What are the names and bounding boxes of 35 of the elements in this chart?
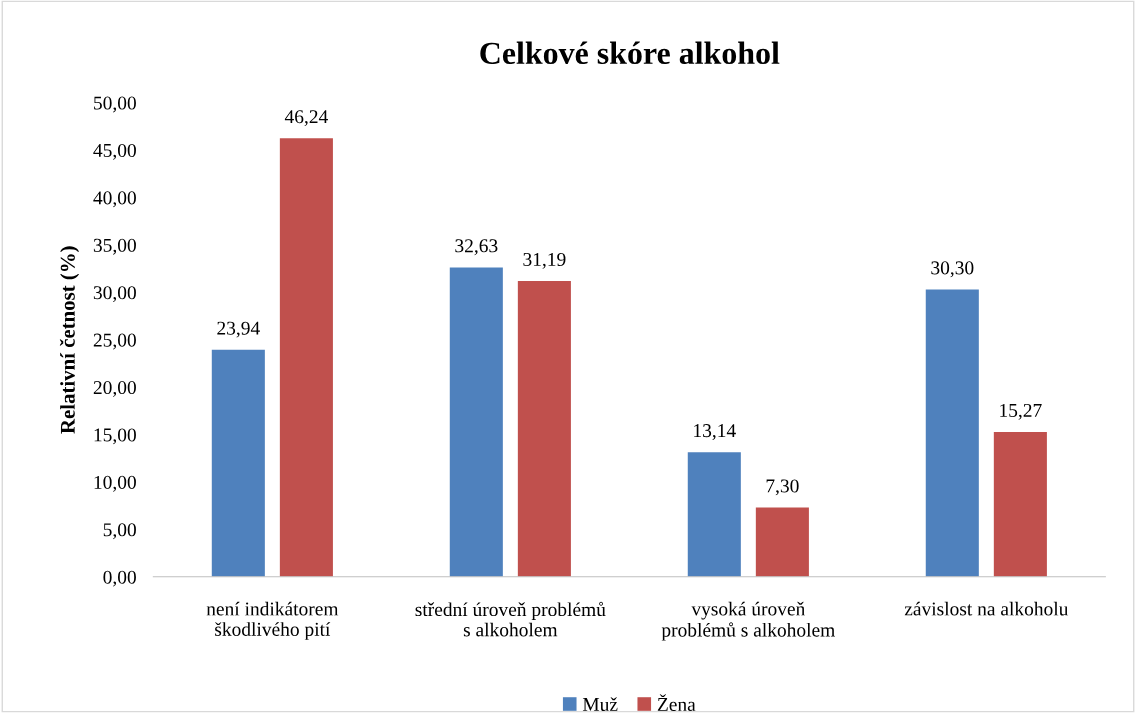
data-label: 30,30	[931, 261, 974, 278]
bar	[687, 452, 741, 577]
bar	[279, 138, 333, 577]
x-tick-label: není indikátorem škodlivého pití	[206, 601, 339, 640]
y-tick-label: 40,00	[93, 191, 136, 208]
data-label: 46,24	[284, 110, 328, 127]
y-tick-label: 15,00	[94, 428, 136, 445]
legend-label: Žena	[657, 694, 696, 712]
data-label: 31,19	[523, 252, 566, 269]
bar	[449, 267, 503, 577]
bar	[755, 507, 809, 577]
y-tick-label: 0,00	[103, 570, 136, 587]
x-tick-label: střední úroveň problémů s alkoholem	[415, 601, 606, 637]
data-label: 23,94	[217, 321, 260, 338]
data-label: 15,27	[1000, 403, 1042, 420]
bar	[517, 281, 571, 577]
data-label: 7,30	[766, 479, 799, 496]
x-tick-label: vysoká úroveň problémů s alkoholem	[661, 601, 835, 641]
y-tick-label: 50,00	[94, 96, 136, 113]
bar	[993, 432, 1047, 577]
y-tick-label: 45,00	[93, 143, 136, 160]
data-label: 13,14	[694, 424, 736, 440]
y-tick-label: 5,00	[103, 523, 136, 540]
legend-label: Muž	[582, 697, 618, 712]
chart-title: Celkové skóre alkohol	[480, 41, 780, 65]
y-tick-label: 30,00	[93, 286, 136, 303]
y-tick-label: 35,00	[93, 238, 136, 255]
bar	[925, 289, 979, 577]
y-axis-title: Relativní četnost (%)	[59, 246, 80, 434]
y-tick-label: 10,00	[94, 475, 136, 492]
data-label: 32,63	[455, 239, 498, 256]
x-tick-label: závislost na alkoholu	[904, 601, 1069, 616]
bar	[211, 349, 265, 577]
y-tick-label: 20,00	[93, 380, 136, 397]
y-tick-label: 25,00	[93, 333, 136, 350]
